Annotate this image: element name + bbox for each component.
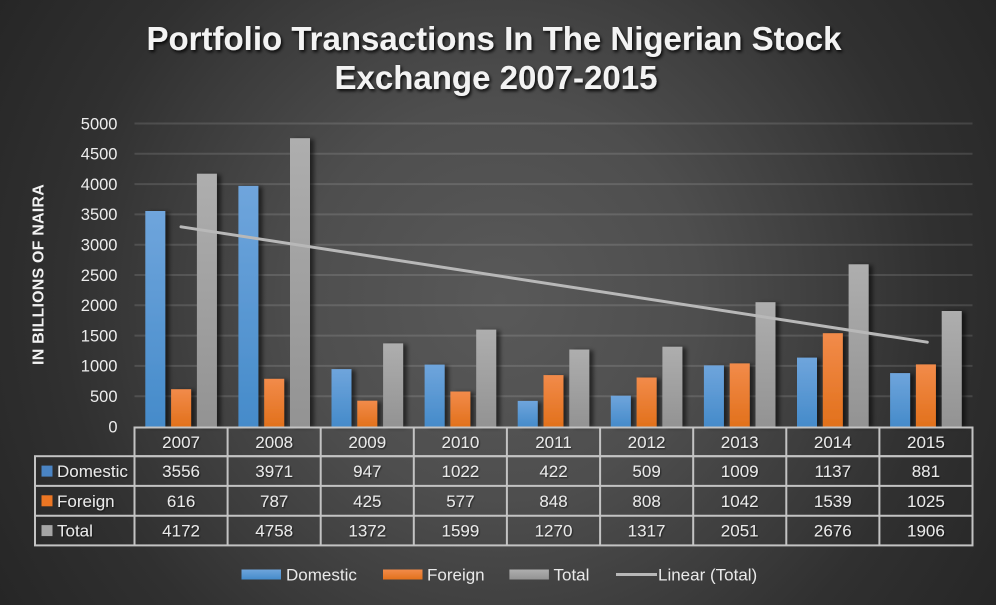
svg-text:2012: 2012 — [628, 433, 666, 452]
svg-text:2013: 2013 — [721, 433, 759, 452]
svg-text:1500: 1500 — [81, 327, 118, 345]
svg-text:1042: 1042 — [721, 492, 759, 511]
svg-text:1000: 1000 — [81, 358, 118, 376]
svg-text:1137: 1137 — [815, 462, 852, 481]
svg-text:Foreign: Foreign — [57, 492, 115, 511]
svg-text:0: 0 — [108, 418, 117, 436]
svg-text:2007: 2007 — [162, 433, 200, 452]
svg-text:422: 422 — [539, 462, 567, 481]
svg-text:1539: 1539 — [814, 492, 852, 511]
svg-text:2051: 2051 — [721, 522, 759, 541]
svg-text:2676: 2676 — [814, 522, 852, 541]
svg-text:2000: 2000 — [81, 297, 118, 315]
svg-text:1270: 1270 — [535, 522, 573, 541]
svg-text:881: 881 — [912, 462, 940, 481]
svg-text:3000: 3000 — [81, 237, 118, 255]
svg-text:Portfolio Transactions In The: Portfolio Transactions In The Nigerian S… — [147, 20, 843, 57]
svg-text:Domestic: Domestic — [286, 566, 357, 585]
svg-text:1599: 1599 — [441, 522, 479, 541]
svg-text:848: 848 — [539, 492, 567, 511]
svg-text:2009: 2009 — [348, 433, 386, 452]
svg-text:4758: 4758 — [255, 522, 293, 541]
svg-text:1317: 1317 — [628, 522, 666, 541]
svg-text:2015: 2015 — [907, 433, 945, 452]
svg-text:3556: 3556 — [162, 462, 200, 481]
svg-text:1372: 1372 — [348, 522, 386, 541]
svg-text:577: 577 — [446, 492, 474, 511]
svg-text:947: 947 — [353, 462, 381, 481]
svg-text:Domestic: Domestic — [57, 462, 128, 481]
svg-text:787: 787 — [260, 492, 288, 511]
svg-text:4000: 4000 — [81, 176, 118, 194]
svg-text:425: 425 — [353, 492, 381, 511]
svg-text:Total: Total — [554, 566, 590, 585]
svg-text:Total: Total — [57, 522, 93, 541]
svg-text:1025: 1025 — [907, 492, 945, 511]
svg-text:2014: 2014 — [814, 433, 852, 452]
svg-text:IN BILLIONS OF NAIRA: IN BILLIONS OF NAIRA — [31, 184, 48, 365]
svg-text:1009: 1009 — [721, 462, 759, 481]
svg-text:509: 509 — [632, 462, 660, 481]
svg-text:2008: 2008 — [255, 433, 293, 452]
svg-text:2011: 2011 — [535, 433, 572, 452]
svg-text:2500: 2500 — [81, 267, 118, 285]
svg-text:808: 808 — [632, 492, 660, 511]
svg-text:1022: 1022 — [441, 462, 479, 481]
svg-text:3971: 3971 — [255, 462, 293, 481]
svg-text:500: 500 — [90, 388, 118, 406]
svg-text:Linear (Total): Linear (Total) — [658, 566, 757, 585]
svg-text:4172: 4172 — [162, 522, 200, 541]
svg-text:Foreign: Foreign — [427, 566, 485, 585]
svg-text:Exchange 2007-2015: Exchange 2007-2015 — [335, 59, 658, 96]
svg-text:3500: 3500 — [81, 206, 118, 224]
svg-text:616: 616 — [167, 492, 195, 511]
svg-text:4500: 4500 — [81, 146, 118, 164]
svg-text:2010: 2010 — [441, 433, 479, 452]
svg-text:5000: 5000 — [81, 115, 118, 133]
svg-text:1906: 1906 — [907, 522, 945, 541]
